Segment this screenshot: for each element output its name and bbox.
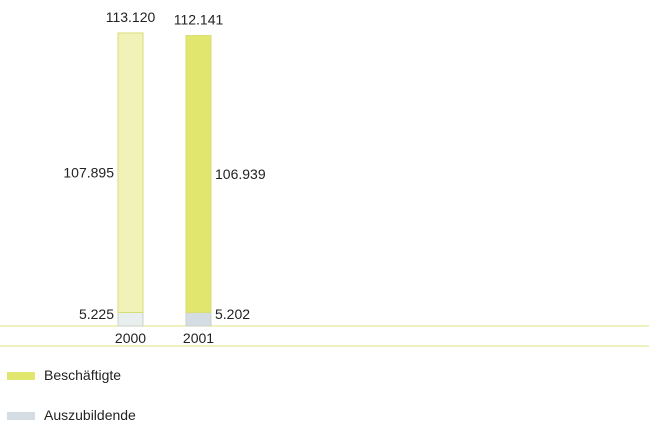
total-label-2000: 113.120 [106, 9, 156, 25]
category-ticks: 2000 2001 [115, 330, 214, 346]
data-label-auszubildende-2001: 5.202 [215, 306, 250, 322]
bar-segment-beschaeftigte-2001 [185, 35, 212, 314]
legend-swatch-beschaeftigte [7, 372, 35, 380]
data-labels: 5.225 107.895 113.120 5.202 106.939 112.141 [63, 9, 265, 322]
legend-swatch-auszubildende [7, 412, 35, 420]
bar-segment-auszubildende-2000 [117, 311, 144, 327]
data-label-auszubildende-2000: 5.225 [79, 306, 114, 322]
bars [117, 32, 212, 327]
category-label-2001: 2001 [183, 330, 214, 346]
bar-segment-auszubildende-2001 [185, 312, 212, 327]
data-label-beschaeftigte-2000: 107.895 [63, 165, 114, 181]
data-label-beschaeftigte-2001: 106.939 [215, 166, 266, 182]
bar-segment-beschaeftigte-2000 [117, 32, 144, 313]
baseline-group [0, 325, 649, 347]
legend-label-beschaeftigte: Beschäftigte [44, 367, 121, 383]
legend: Beschäftigte Auszubildende [7, 367, 136, 423]
category-label-2000: 2000 [115, 330, 146, 346]
legend-label-auszubildende: Auszubildende [44, 407, 136, 423]
total-label-2001: 112.141 [174, 12, 224, 28]
